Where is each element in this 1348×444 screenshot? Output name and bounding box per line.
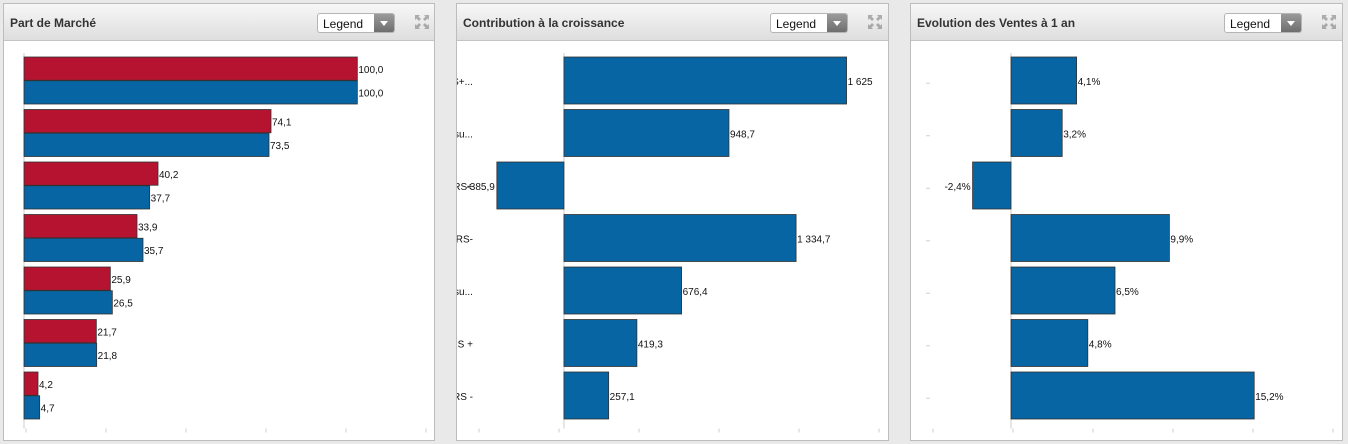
- bar[interactable]: [23, 266, 111, 291]
- bar[interactable]: [972, 161, 1012, 210]
- category-label: HYPERS+: [457, 182, 473, 193]
- chart-area: 4,1% 3,2% -2,4% 9,9% 6,5% 4,8% 15,2%: [911, 41, 1342, 440]
- bar[interactable]: [23, 185, 151, 210]
- expand-icon[interactable]: [867, 14, 883, 30]
- chart-area: 100,0 100,0 74,1 73,5 40,2 37,7 33,9 35,7 25,9 26…: [4, 41, 434, 440]
- category-label: SUPERS Censu...: [457, 287, 473, 298]
- bar[interactable]: [563, 266, 682, 315]
- bar[interactable]: [23, 109, 272, 134]
- data-label: 6,5%: [1116, 287, 1139, 298]
- data-label: 73,5: [270, 141, 290, 152]
- bar[interactable]: [1010, 319, 1089, 367]
- chevron-down-icon: [374, 14, 394, 32]
- panel-header: Evolution des Ventes à 1 an Legend: [911, 4, 1342, 41]
- sales-evolution-panel: Evolution des Ventes à 1 an Legend 4,1% 3…: [910, 3, 1343, 441]
- legend-label: Legend: [1230, 17, 1271, 31]
- data-label: 35,7: [144, 246, 164, 257]
- data-label: 21,8: [98, 351, 118, 362]
- data-label: 21,7: [97, 327, 117, 338]
- bar[interactable]: [563, 109, 730, 157]
- data-label: 948,7: [730, 129, 755, 140]
- data-label: 4,8%: [1089, 339, 1112, 350]
- bar[interactable]: [1010, 109, 1063, 157]
- data-label: 25,9: [111, 275, 131, 286]
- bar[interactable]: [1010, 214, 1170, 262]
- data-label: -2,4%: [944, 182, 970, 193]
- panel-header: Contribution à la croissance Legend: [457, 4, 888, 41]
- legend-dropdown[interactable]: Legend: [1224, 13, 1302, 33]
- data-label: 4,7: [41, 404, 55, 415]
- data-label: 4,1%: [1078, 77, 1101, 88]
- bar[interactable]: [563, 371, 610, 420]
- bar[interactable]: [563, 214, 797, 262]
- category-label: SUPERS +: [457, 339, 473, 350]
- data-label: 100,0: [358, 89, 383, 100]
- market-share-panel: Part de Marché Legend 100,0 100,0 74,1 73,5…: [3, 3, 435, 441]
- bar[interactable]: [23, 214, 138, 239]
- data-label: 37,7: [151, 194, 171, 205]
- bar[interactable]: [1010, 56, 1077, 105]
- bar[interactable]: [23, 132, 270, 157]
- data-label: 33,9: [138, 222, 158, 233]
- sales-evolution-chart: 4,1% 3,2% -2,4% 9,9% 6,5% 4,8% 15,2%: [926, 53, 1334, 433]
- expand-icon[interactable]: [414, 14, 430, 30]
- bar[interactable]: [1010, 371, 1255, 420]
- category-label: HYPERS Censu...: [457, 129, 473, 140]
- bar[interactable]: [23, 371, 39, 396]
- data-label: 40,2: [159, 170, 179, 181]
- bar[interactable]: [23, 395, 41, 420]
- bar[interactable]: [1010, 266, 1116, 315]
- bar[interactable]: [563, 319, 638, 367]
- panel-title: Part de Marché: [10, 16, 97, 30]
- category-label: SUPERS -: [457, 392, 473, 403]
- data-label: 15,2%: [1255, 392, 1283, 403]
- bar[interactable]: [496, 161, 565, 210]
- legend-dropdown[interactable]: Legend: [770, 13, 848, 33]
- data-label: 1 334,7: [797, 234, 831, 245]
- data-label: 100,0: [358, 65, 383, 76]
- legend-dropdown[interactable]: Legend: [317, 13, 395, 33]
- data-label: 26,5: [113, 299, 133, 310]
- bar[interactable]: [563, 56, 847, 105]
- legend-label: Legend: [323, 17, 364, 31]
- growth-contribution-panel: Contribution à la croissance Legend 1 62…: [456, 3, 889, 441]
- legend-label: Legend: [776, 17, 817, 31]
- bar[interactable]: [23, 161, 159, 186]
- data-label: 676,4: [683, 287, 708, 298]
- data-label: 419,3: [638, 339, 663, 350]
- bar[interactable]: [23, 237, 144, 262]
- data-label: 257,1: [610, 392, 635, 403]
- data-label: 1 625: [848, 77, 873, 88]
- panel-title: Evolution des Ventes à 1 an: [917, 16, 1076, 30]
- category-label: HYPERS-: [457, 234, 473, 245]
- chevron-down-icon: [1281, 14, 1301, 32]
- growth-contribution-chart: 1 625 Total HYPERS+... 948,7 HYPERS Censu..…: [457, 53, 880, 433]
- data-label: 9,9%: [1170, 234, 1193, 245]
- category-label: Total HYPERS+...: [457, 77, 473, 88]
- bar[interactable]: [23, 80, 358, 105]
- panel-header: Part de Marché Legend: [4, 4, 434, 41]
- data-label: 3,2%: [1063, 129, 1086, 140]
- data-label: 4,2: [39, 380, 53, 391]
- bar[interactable]: [23, 342, 98, 367]
- data-label: 74,1: [272, 117, 292, 128]
- bar[interactable]: [23, 319, 97, 344]
- panel-title: Contribution à la croissance: [463, 16, 625, 30]
- chart-area: 1 625 Total HYPERS+... 948,7 HYPERS Censu..…: [457, 41, 888, 440]
- bar[interactable]: [23, 56, 358, 81]
- chevron-down-icon: [827, 14, 847, 32]
- market-share-chart: 100,0 100,0 74,1 73,5 40,2 37,7 33,9 35,7 25,9 26…: [23, 53, 427, 433]
- expand-icon[interactable]: [1321, 14, 1337, 30]
- data-label: -385,9: [466, 182, 495, 193]
- bar[interactable]: [23, 290, 113, 315]
